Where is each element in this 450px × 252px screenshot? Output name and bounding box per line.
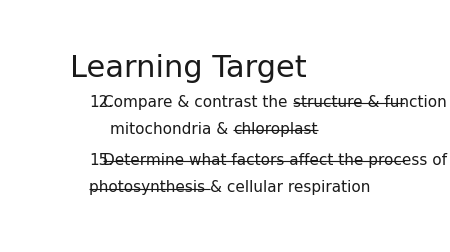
Text: Compare & contrast the: Compare & contrast the (104, 94, 292, 109)
Text: Learning Target: Learning Target (70, 53, 307, 82)
Text: mitochondria &: mitochondria & (110, 121, 234, 136)
Text: 15.: 15. (90, 152, 113, 167)
Text: chloroplast: chloroplast (234, 121, 318, 136)
Text: photosynthesis: photosynthesis (90, 180, 211, 195)
Text: 12.: 12. (90, 94, 113, 109)
Text: structure & function of: structure & function of (292, 94, 450, 109)
Text: & cellular respiration: & cellular respiration (211, 180, 371, 195)
Text: Determine what factors affect the process of: Determine what factors affect the proces… (104, 152, 447, 167)
